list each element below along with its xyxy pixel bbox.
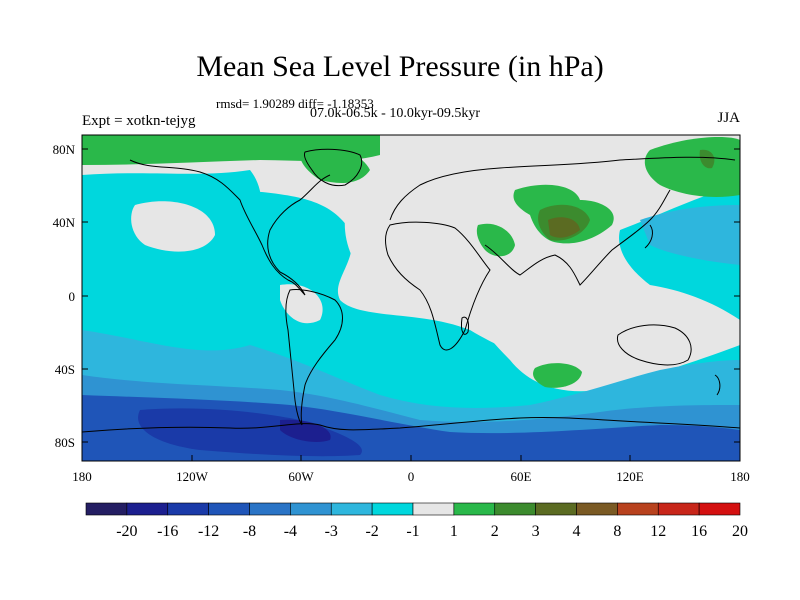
coast-japan bbox=[644, 224, 653, 249]
coast-north-america bbox=[129, 159, 331, 296]
coast-eurasia bbox=[389, 156, 736, 286]
colorbar-box bbox=[617, 502, 659, 516]
field-grey-south-america bbox=[280, 284, 323, 324]
colorbar-box bbox=[330, 502, 373, 516]
colorbar-box bbox=[249, 502, 291, 516]
coastlines bbox=[82, 148, 740, 433]
x-axis-ticks bbox=[81, 455, 741, 461]
colorbar-label: -16 bbox=[157, 523, 178, 540]
colorbar-box bbox=[85, 502, 128, 516]
colorbar-box bbox=[412, 502, 455, 516]
y-tick-label: 40N bbox=[53, 215, 76, 230]
colorbar-label: 3 bbox=[532, 523, 540, 540]
field-blue-north-pacific-east bbox=[640, 205, 740, 265]
y-tick-label: 80S bbox=[55, 435, 75, 450]
x-tick-label: 120E bbox=[616, 469, 644, 484]
colorbar-box bbox=[576, 502, 618, 516]
colorbar-label: 16 bbox=[691, 523, 707, 540]
x-tick-label: 180 bbox=[72, 469, 92, 484]
colorbar-label: -12 bbox=[198, 523, 219, 540]
x-tick-label: 0 bbox=[408, 469, 415, 484]
colorbar-label: -1 bbox=[406, 523, 419, 540]
coast-south-america bbox=[285, 289, 343, 426]
coast-antarctica bbox=[82, 416, 740, 433]
x-tick-label: 180 bbox=[730, 469, 750, 484]
colorbar-label: -2 bbox=[365, 523, 378, 540]
pressure-field bbox=[82, 135, 740, 461]
coast-greenland bbox=[303, 148, 363, 187]
field-darkgreen-siberia bbox=[699, 149, 715, 169]
field-green-siberia bbox=[644, 137, 740, 197]
y-tick-label: 0 bbox=[69, 289, 76, 304]
colorbar-box bbox=[208, 502, 250, 516]
season-label: JJA bbox=[717, 110, 740, 126]
field-blue-5 bbox=[138, 408, 362, 457]
colorbar-label: -8 bbox=[243, 523, 256, 540]
map-title: Mean Sea Level Pressure (in hPa) bbox=[196, 50, 604, 83]
y-axis-labels: 80N 40N 0 40S 80S bbox=[53, 142, 76, 450]
colorbar-label: 20 bbox=[732, 523, 748, 540]
colorbar-label: -20 bbox=[116, 523, 137, 540]
colorbar-label: -4 bbox=[284, 523, 297, 540]
stats-line: rmsd= 1.90289 diff= -1.18353 bbox=[216, 96, 374, 111]
colorbar-label: 8 bbox=[613, 523, 621, 540]
colorbar-box bbox=[290, 502, 332, 516]
colorbar-label: 12 bbox=[650, 523, 666, 540]
colorbar-box bbox=[453, 502, 496, 516]
colorbar-box bbox=[167, 502, 209, 516]
field-grey-africa-indian bbox=[440, 256, 740, 392]
period-line: 07.0k-06.5k - 10.0kyr-09.5kyr bbox=[310, 106, 481, 121]
field-olive-asia bbox=[548, 217, 580, 238]
colorbar-box bbox=[494, 502, 536, 516]
colorbar-label: -3 bbox=[325, 523, 338, 540]
colorbar: -20 -16 -12 -8 -4 -3 -2 -1 1 2 3 4 8 12 16 20 bbox=[85, 502, 748, 540]
colorbar-box bbox=[535, 502, 577, 516]
y-tick-label: 80N bbox=[53, 142, 76, 157]
x-tick-label: 60W bbox=[288, 469, 314, 484]
colorbar-label: 1 bbox=[450, 523, 458, 540]
colorbar-label: 2 bbox=[491, 523, 499, 540]
field-green-mideast bbox=[476, 223, 515, 257]
x-tick-label: 60E bbox=[511, 469, 532, 484]
coast-australia bbox=[616, 324, 692, 366]
field-green-south-indian bbox=[533, 363, 582, 388]
field-blue-6 bbox=[280, 419, 331, 442]
field-grey-north-pacific bbox=[131, 201, 215, 252]
y-axis-ticks bbox=[82, 148, 740, 443]
x-axis-labels: 180 120W 60W 0 60E 120E 180 bbox=[72, 469, 750, 484]
x-tick-label: 120W bbox=[176, 469, 209, 484]
colorbar-box bbox=[126, 502, 169, 516]
colorbar-box bbox=[698, 502, 741, 516]
colorbar-label: 4 bbox=[573, 523, 581, 540]
y-tick-label: 40S bbox=[55, 362, 75, 377]
field-green-greenland bbox=[299, 148, 370, 183]
colorbar-box bbox=[371, 502, 414, 516]
field-grey-atlantic bbox=[344, 196, 474, 294]
coast-madagascar bbox=[461, 316, 469, 335]
colorbar-box bbox=[657, 502, 700, 516]
experiment-label: Expt = xotkn-tejyg bbox=[82, 113, 196, 129]
coast-africa bbox=[385, 221, 491, 351]
coast-newzealand bbox=[714, 374, 721, 396]
